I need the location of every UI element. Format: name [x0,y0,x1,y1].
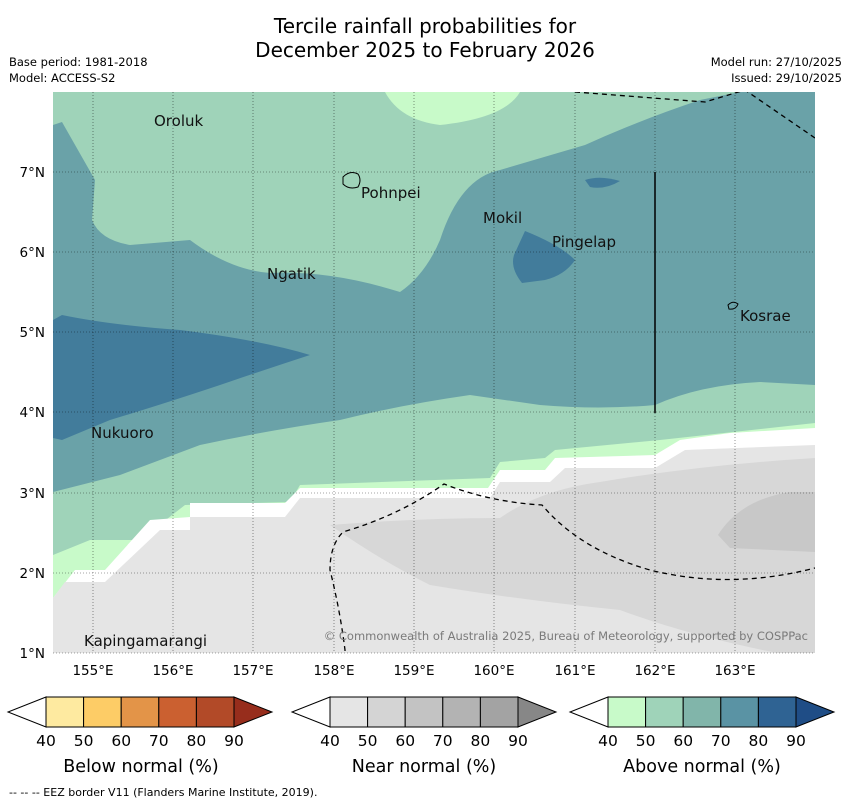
cb-below-segment-1 [45,696,85,728]
cb-below-segment-2 [83,696,122,728]
y-tick-7n: 7°N [20,165,45,181]
colorbar-near-normal: 40 50 60 70 80 90 Near normal (%) [290,696,558,777]
place-ngatik: Ngatik [267,265,316,283]
title-line-1: Tercile rainfall probabilities for [273,14,577,38]
eez-border-north [574,92,815,139]
title-line-2: December 2025 to February 2026 [255,38,595,62]
cb-below-segment-5 [195,696,235,728]
eez-footnote: -- -- -- EEZ border V11 (Flanders Marine… [9,786,318,799]
eez-border-south [329,483,815,653]
place-oroluk: Oroluk [154,112,203,130]
cb-below-label-40: 40 [36,732,56,750]
cb-near-segment-5 [479,696,519,728]
y-tick-6n: 6°N [20,245,45,261]
cb-below-end-arrow [233,696,274,728]
cb-below-title: Below normal (%) [63,757,218,777]
meta-right: Model run: 27/10/2025 Issued: 29/10/2025 [711,54,842,86]
cb-near-label-40: 40 [320,732,340,750]
cb-near-segment-2 [367,696,406,728]
cb-near-segment-4 [442,696,481,728]
place-nukuoro: Nukuoro [91,424,154,442]
y-tick-1n: 1°N [20,646,45,662]
cb-below-segment-4 [158,696,197,728]
probability-field [53,92,815,653]
field-above-80-north [585,177,620,188]
y-tick-4n: 4°N [20,405,45,421]
cb-above-segment-3 [682,696,722,728]
cb-above-segment-5 [757,696,797,728]
cb-near-label-70: 70 [433,732,453,750]
place-kosrae: Kosrae [740,307,791,325]
kosrae-island [727,301,739,310]
cb-above-label-80: 80 [749,732,769,750]
cb-near-title: Near normal (%) [352,757,497,777]
cb-near-end-arrow [517,696,558,728]
base-period: Base period: 1981-2018 [9,55,148,69]
colorbar-below-normal: 40 50 60 70 80 90 Below normal (%) [6,696,274,777]
cb-near-segment-3 [404,696,444,728]
place-pingelap: Pingelap [552,233,616,251]
pohnpei-island [342,172,361,189]
cb-above-segment-4 [720,696,759,728]
cb-above-segment-1 [607,696,647,728]
x-tick-159e: 159°E [393,663,434,679]
cb-below-label-60: 60 [111,732,131,750]
map-title: Tercile rainfall probabilities for Decem… [0,14,850,62]
gridlines [53,92,815,654]
cb-above-segment-2 [645,696,684,728]
field-above-70 [53,92,815,492]
island-outlines [342,172,739,310]
x-axis-ticks: 155°E 156°E 157°E 158°E 159°E 160°E 161°… [72,663,755,679]
cb-near-segment-1 [329,696,369,728]
x-tick-156e: 156°E [152,663,193,679]
cb-near-label-60: 60 [395,732,415,750]
eez-borders [329,92,815,653]
y-axis-ticks: 7°N 6°N 5°N 4°N 3°N 2°N 1°N [20,165,45,662]
model-name: Model: ACCESS-S2 [9,71,116,85]
cb-above-label-40: 40 [598,732,618,750]
x-tick-158e: 158°E [313,663,354,679]
field-above-80-pingelap [513,231,575,283]
cb-below-label-80: 80 [187,732,207,750]
place-labels: Oroluk Pohnpei Mokil Pingelap Ngatik Kos… [84,112,791,650]
field-near-50 [330,458,815,653]
cb-near-label-90: 90 [508,732,528,750]
issued-date: Issued: 29/10/2025 [731,71,842,85]
place-mokil: Mokil [483,209,522,227]
cb-above-start-arrow [568,696,609,728]
cb-below-label-70: 70 [149,732,169,750]
field-top-light [385,92,520,125]
cb-near-start-arrow [290,696,331,728]
cb-above-end-arrow [795,696,836,728]
x-tick-157e: 157°E [232,663,273,679]
place-kapingamarangi: Kapingamarangi [84,632,207,650]
x-tick-163e: 163°E [714,663,755,679]
place-pohnpei: Pohnpei [361,184,421,202]
x-tick-162e: 162°E [634,663,675,679]
cb-near-label-50: 50 [358,732,378,750]
cb-above-label-70: 70 [711,732,731,750]
cb-above-label-50: 50 [636,732,656,750]
model-run: Model run: 27/10/2025 [710,55,842,69]
cb-above-label-90: 90 [786,732,806,750]
cb-below-label-50: 50 [74,732,94,750]
field-near-60 [718,492,815,552]
meta-left: Base period: 1981-2018 Model: ACCESS-S2 [9,54,148,86]
x-tick-155e: 155°E [72,663,113,679]
cb-below-start-arrow [6,696,47,728]
y-tick-3n: 3°N [20,486,45,502]
field-above-80-west [53,315,310,440]
cb-above-label-60: 60 [673,732,693,750]
copyright-notice: © Commonwealth of Australia 2025, Bureau… [324,629,808,643]
cb-near-label-80: 80 [471,732,491,750]
y-tick-5n: 5°N [20,325,45,341]
cb-above-title: Above normal (%) [623,757,781,777]
x-tick-161e: 161°E [554,663,595,679]
cb-below-segment-3 [120,696,160,728]
cb-below-label-90: 90 [224,732,244,750]
colorbar-above-normal: 40 50 60 70 80 90 Above normal (%) [568,696,836,777]
y-tick-2n: 2°N [20,566,45,582]
x-tick-160e: 160°E [473,663,514,679]
